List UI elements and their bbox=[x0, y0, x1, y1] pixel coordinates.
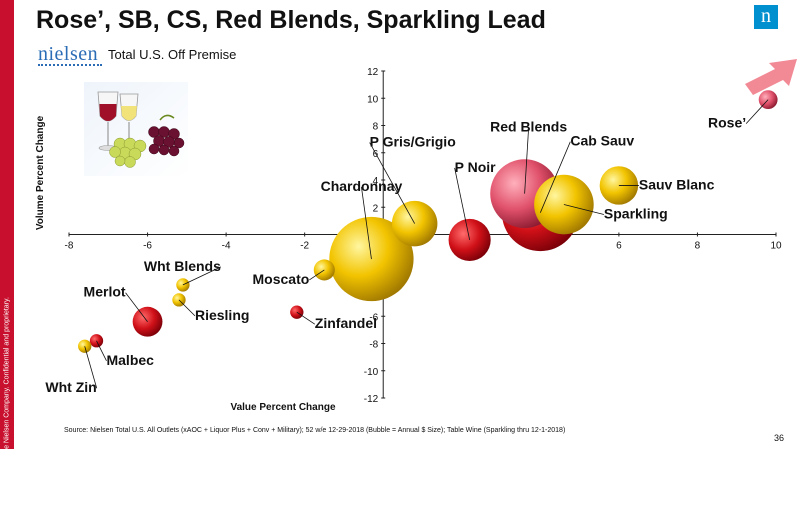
y-axis-label: Volume Percent Change bbox=[35, 115, 46, 230]
data-label-chardonnay: Chardonnay bbox=[321, 178, 403, 194]
data-label-zinfandel: Zinfandel bbox=[315, 315, 377, 331]
data-label-p-noir: P Noir bbox=[455, 159, 497, 175]
page-subtitle: Total U.S. Off Premise bbox=[108, 47, 237, 62]
data-label-p-gris-grigio: P Gris/Grigio bbox=[370, 134, 456, 150]
leader-line-wht-zin bbox=[84, 346, 98, 389]
logo-letter: n bbox=[761, 5, 771, 27]
bubble-layer bbox=[78, 90, 778, 353]
wine-glasses-grapes-icon bbox=[84, 82, 188, 176]
data-label-sparkling: Sparkling bbox=[604, 206, 668, 222]
y-tick-label: -6 bbox=[369, 312, 378, 323]
source-note: Source: Nielsen Total U.S. All Outlets (… bbox=[64, 427, 566, 434]
x-tick-label: 6 bbox=[616, 241, 622, 252]
bubble-chart: -8-6-4-2024681012108642-2-4-6-8-10-12 Ro… bbox=[35, 59, 797, 413]
x-tick-label: -4 bbox=[222, 241, 231, 252]
y-tick-label: 8 bbox=[373, 122, 379, 133]
bubble-merlot bbox=[132, 306, 163, 337]
leader-line-zinfandel bbox=[296, 311, 316, 325]
side-bar: Copyright © 2017 The Nielsen Company. Co… bbox=[0, 0, 14, 514]
data-label-red-blends: Red Blends bbox=[490, 119, 567, 135]
data-label-merlot: Merlot bbox=[84, 284, 126, 300]
y-tick-label: 10 bbox=[367, 94, 379, 105]
page-title: Rose’, SB, CS, Red Blends, Sparkling Lea… bbox=[36, 6, 546, 34]
leader-line-merlot bbox=[125, 292, 148, 322]
leader-line-p-gris-grigio bbox=[369, 142, 415, 224]
data-label-malbec: Malbec bbox=[106, 352, 154, 368]
y-tick-label: 4 bbox=[373, 176, 379, 187]
bubble-p-gris-grigio bbox=[391, 200, 438, 247]
data-label-sauv-blanc: Sauv Blanc bbox=[639, 176, 715, 192]
y-tick-label: -12 bbox=[364, 394, 379, 405]
data-label-rose: Rose’ bbox=[708, 115, 746, 131]
leader-line-p-noir bbox=[454, 167, 471, 241]
data-label-cab-sauv: Cab Sauv bbox=[570, 133, 634, 149]
x-tick-label: 8 bbox=[695, 241, 701, 252]
leader-line-red-blends bbox=[524, 127, 530, 194]
leader-line-cab-sauv bbox=[539, 141, 571, 213]
x-tick-label: -6 bbox=[143, 241, 152, 252]
x-tick-label: -8 bbox=[65, 241, 74, 252]
leader-line-chardonnay bbox=[361, 186, 372, 260]
brand-underline bbox=[38, 64, 102, 68]
x-tick-label: -2 bbox=[300, 241, 309, 252]
y-tick-label: -10 bbox=[364, 367, 379, 378]
leader-line-riesling bbox=[178, 299, 196, 317]
nielsen-logo-icon: n bbox=[754, 5, 778, 29]
leader-line-malbec bbox=[96, 340, 107, 361]
brand-name: nielsen bbox=[38, 43, 99, 65]
x-axis-label: Value Percent Change bbox=[230, 402, 335, 413]
y-tick-label: -8 bbox=[369, 340, 378, 351]
y-tick-label: 12 bbox=[367, 67, 379, 78]
page-number: 36 bbox=[774, 433, 785, 443]
up-right-arrow-icon bbox=[745, 59, 797, 95]
data-label-wht-blends: Wht Blends bbox=[144, 258, 221, 274]
y-tick-label: 2 bbox=[373, 203, 379, 214]
leader-line-rose bbox=[745, 99, 769, 124]
leader-line-moscato bbox=[309, 269, 325, 281]
data-label-riesling: Riesling bbox=[195, 307, 249, 323]
data-label-moscato: Moscato bbox=[253, 271, 310, 287]
data-label-wht-zin: Wht Zin bbox=[45, 379, 96, 395]
leader-line-sparkling bbox=[563, 204, 604, 215]
x-tick-label: 10 bbox=[770, 241, 782, 252]
leader-line-wht-blends bbox=[182, 266, 222, 286]
